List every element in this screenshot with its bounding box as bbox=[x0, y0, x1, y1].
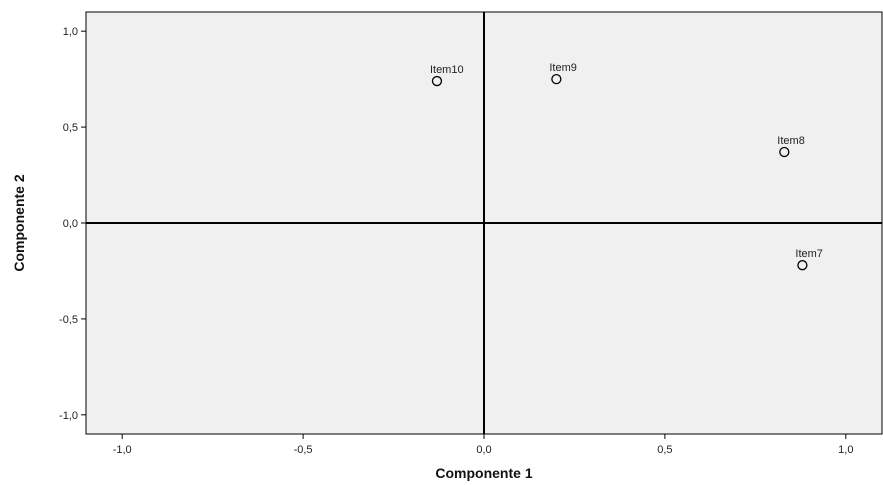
y-axis-title: Componente 2 bbox=[11, 174, 27, 271]
x-tick-label: 0,0 bbox=[476, 444, 491, 456]
y-tick-label: -0,5 bbox=[59, 314, 78, 326]
point-label: Item10 bbox=[430, 64, 464, 76]
point-label: Item9 bbox=[549, 62, 577, 74]
point-label: Item8 bbox=[777, 135, 805, 147]
y-tick-label: 0,0 bbox=[63, 218, 78, 230]
point-label: Item7 bbox=[795, 248, 823, 260]
x-tick-label: 1,0 bbox=[838, 444, 853, 456]
x-tick-label: 0,5 bbox=[657, 444, 672, 456]
y-tick-label: -1,0 bbox=[59, 410, 78, 422]
y-tick-label: 1,0 bbox=[63, 26, 78, 38]
y-axis-ticks: -1,0 -0,5 0,0 0,5 1,0 bbox=[59, 26, 86, 422]
x-tick-label: -1,0 bbox=[113, 444, 132, 456]
x-axis-ticks: -1,0 -0,5 0,0 0,5 1,0 bbox=[113, 434, 854, 456]
x-tick-label: -0,5 bbox=[294, 444, 313, 456]
y-tick-label: 0,5 bbox=[63, 122, 78, 134]
x-axis-title: Componente 1 bbox=[435, 465, 532, 481]
